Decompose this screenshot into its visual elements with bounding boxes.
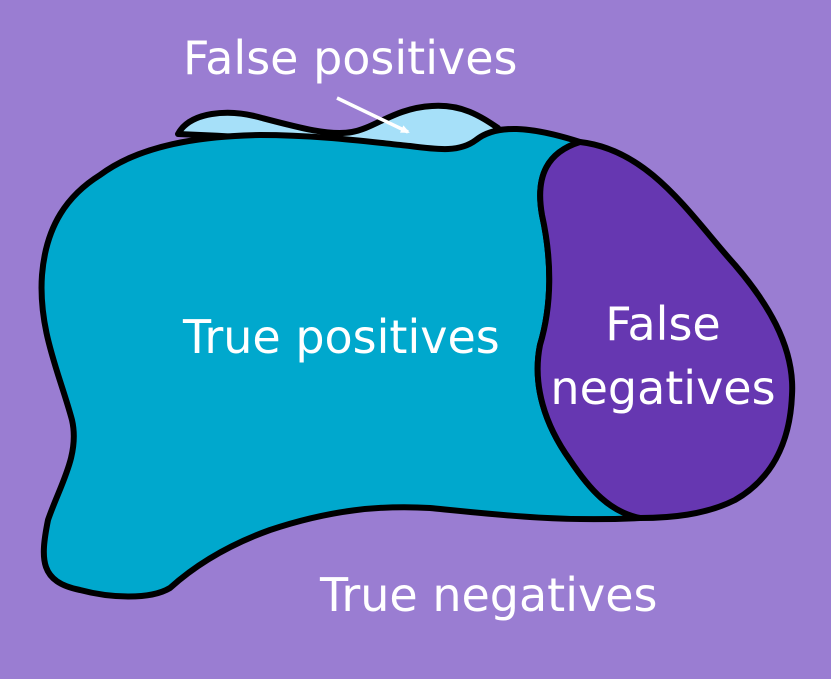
false-positives-arrow [336,96,410,134]
true-positives-region [38,125,643,600]
true-positives-label: True positives [182,310,500,364]
false-negatives-label-line2: negatives [550,361,775,415]
false-positives-label: False positives [183,31,518,85]
true-negatives-label: True negatives [319,568,657,622]
false-negatives-label-line1: False [605,297,720,351]
false-negatives-region [534,139,796,521]
